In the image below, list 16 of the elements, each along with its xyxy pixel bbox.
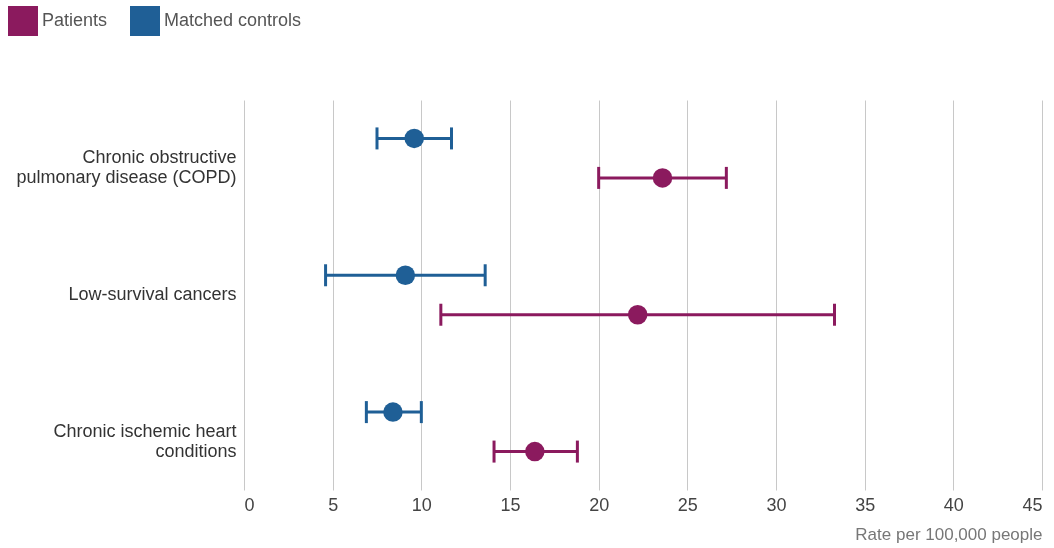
x-tick-label: 30 <box>766 494 787 515</box>
x-tick-label: 0 <box>244 494 255 515</box>
x-tick-label: 10 <box>411 494 432 515</box>
y-tick-label: Low-survival cancers <box>68 284 237 304</box>
x-tick-label: 35 <box>855 494 876 515</box>
y-tick-label: Chronic obstructive pulmonary disease (COPD) <box>16 147 237 188</box>
x-tick-label: 40 <box>943 494 964 515</box>
legend-label: Patients <box>42 10 108 30</box>
x-tick-label: 25 <box>677 494 698 515</box>
x-tick-label: 15 <box>500 494 521 515</box>
x-tick-label: 20 <box>589 494 610 515</box>
legend-label: Matched controls <box>164 10 302 30</box>
y-tick-label: Chronic ischemic heart conditions <box>53 420 237 461</box>
x-axis-title: Rate per 100,000 people <box>855 524 1043 544</box>
x-tick-label: 5 <box>328 494 339 515</box>
x-tick-label: 45 <box>1022 494 1043 515</box>
